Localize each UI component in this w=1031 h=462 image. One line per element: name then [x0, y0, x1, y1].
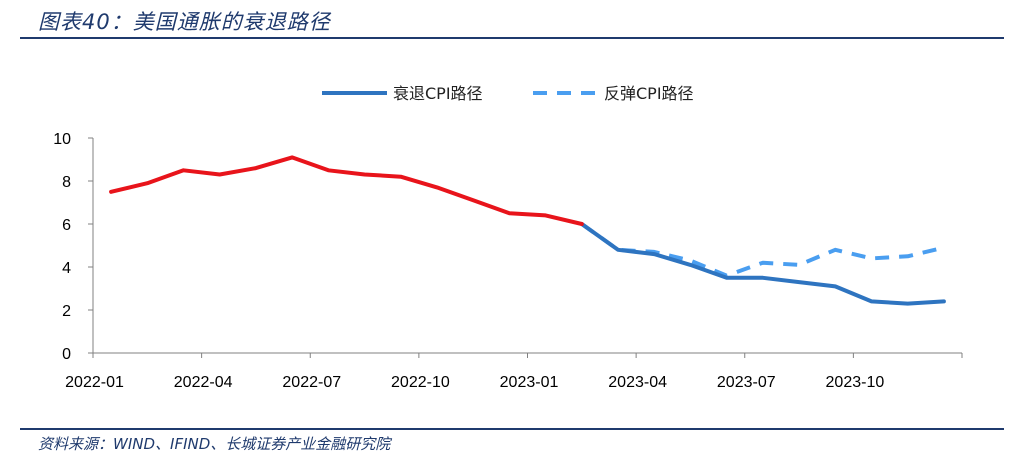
y-tick-label: 0 [62, 346, 71, 363]
x-tick-label: 2023-04 [608, 374, 667, 391]
legend-label-recession: 衰退CPI路径 [393, 84, 483, 103]
chart-title: 图表40：美国通胀的衰退路径 [38, 10, 331, 34]
x-tick-label: 2022-04 [174, 374, 233, 391]
source-note: 资料来源：WIND、IFIND、长城证券产业金融研究院 [38, 435, 391, 453]
title-divider [20, 37, 1004, 39]
y-tick-label: 6 [62, 217, 71, 234]
footer-divider [20, 428, 1004, 430]
y-tick-label: 8 [62, 174, 71, 191]
y-tick-label: 2 [62, 303, 71, 320]
x-tick-label: 2022-10 [391, 374, 450, 391]
x-tick-label: 2023-10 [826, 374, 885, 391]
x-tick-label: 2022-01 [65, 374, 124, 391]
x-tick-label: 2023-07 [717, 374, 776, 391]
series-line-rebound [580, 222, 945, 278]
series-line-recession [579, 222, 946, 306]
y-tick-label: 10 [53, 131, 71, 148]
series-layer [109, 155, 946, 306]
legend: 衰退CPI路径 反弹CPI路径 [322, 84, 694, 103]
y-tick-label: 4 [62, 260, 71, 277]
x-tick-label: 2022-07 [282, 374, 341, 391]
y-axis: 0 2 4 6 8 10 [53, 131, 94, 363]
x-axis: 2022-01 2022-04 2022-07 2022-10 2023-01 2023-… [65, 352, 963, 391]
x-tick-label: 2023-01 [500, 374, 559, 391]
series-line-historical [109, 155, 584, 226]
legend-label-rebound: 反弹CPI路径 [604, 84, 694, 103]
